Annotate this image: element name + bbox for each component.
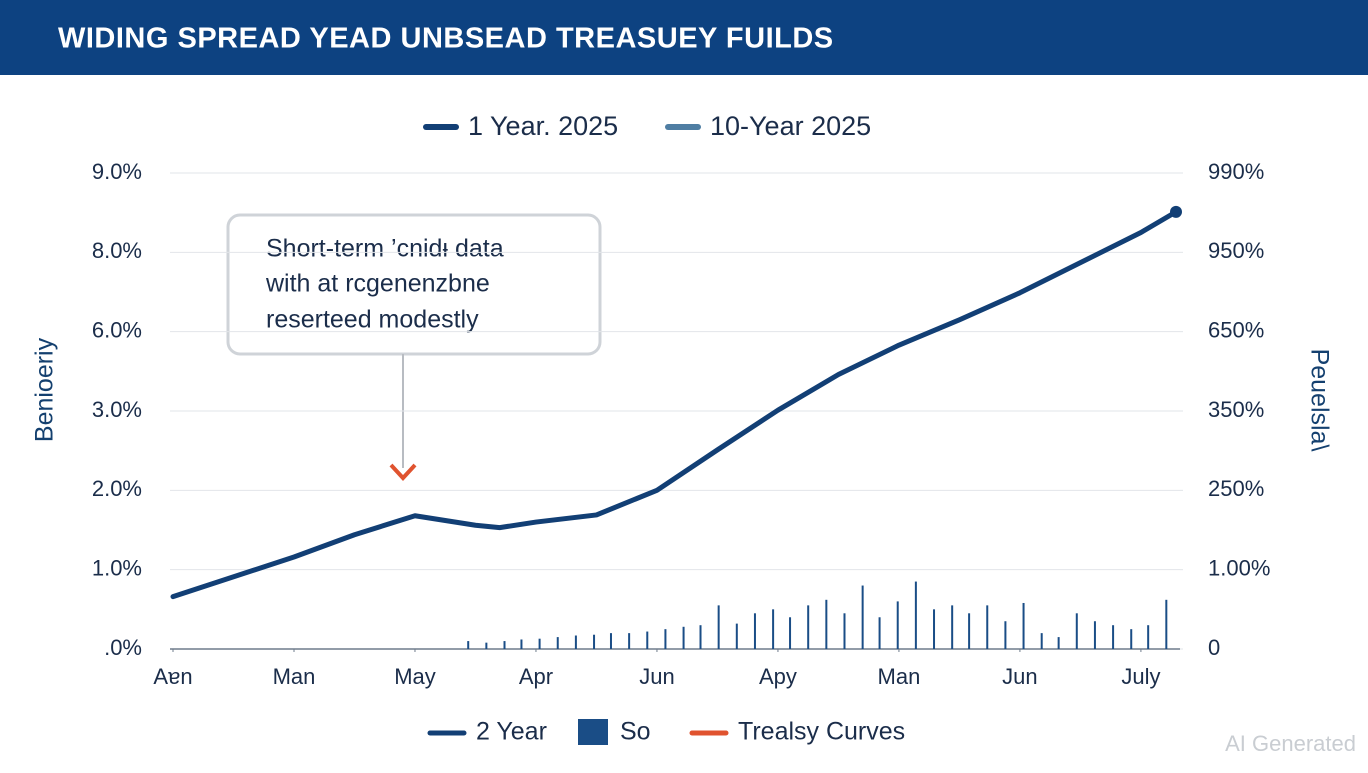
bar bbox=[861, 585, 864, 649]
title: WIDING SPREAD YEAD UNBSEAD TREASUEY FUIL… bbox=[58, 23, 834, 55]
bar bbox=[467, 641, 470, 649]
bar bbox=[1022, 602, 1025, 649]
legend-label: 1 Year. 2025 bbox=[468, 111, 618, 141]
annotation-box bbox=[226, 213, 602, 356]
bar bbox=[1165, 599, 1168, 649]
y-tick-label: 8.0% bbox=[92, 238, 142, 263]
y-axis-label: Benioeriy bbox=[31, 337, 59, 442]
legend-label: Trealsy Curves bbox=[738, 718, 905, 746]
bar bbox=[896, 601, 899, 649]
bar bbox=[1093, 621, 1096, 649]
y2-tick-label: 0 bbox=[1208, 635, 1220, 660]
bar bbox=[593, 634, 596, 649]
legend-swatch bbox=[578, 719, 608, 745]
y-tick-label: 6.0% bbox=[92, 317, 142, 342]
y-tick-label: 3.0% bbox=[92, 397, 142, 422]
line bbox=[170, 209, 1179, 600]
bar bbox=[717, 605, 720, 649]
x-tick-label: Man bbox=[878, 664, 921, 689]
bar bbox=[699, 625, 702, 649]
bar bbox=[520, 639, 523, 649]
legend-label: So bbox=[620, 718, 651, 746]
x-tick-label: May bbox=[394, 664, 436, 689]
bar bbox=[914, 581, 917, 649]
bar bbox=[753, 613, 756, 649]
bar bbox=[735, 623, 738, 649]
bar bbox=[664, 629, 667, 649]
y2-tick-label: 650% bbox=[1208, 317, 1264, 342]
y-tick-label: 2.0% bbox=[92, 476, 142, 501]
annotation-chevron bbox=[389, 463, 417, 481]
y-tick-label: .0% bbox=[104, 635, 142, 660]
bar bbox=[772, 609, 775, 649]
bar bbox=[574, 635, 577, 649]
bar bbox=[789, 617, 792, 649]
y-tick-label: 1.0% bbox=[92, 555, 142, 580]
x-tick-label: July bbox=[1121, 664, 1160, 689]
bar bbox=[646, 631, 649, 649]
bar bbox=[878, 617, 881, 649]
bar bbox=[1057, 637, 1060, 649]
x-tick-label: Apy bbox=[759, 664, 797, 689]
y2-axis-label: Peuelsla\ bbox=[1305, 349, 1333, 452]
x-tick-label: Jun bbox=[639, 664, 674, 689]
y2-tick-label: 990% bbox=[1208, 159, 1264, 184]
bar bbox=[1040, 633, 1043, 649]
x-tick-label: Apr bbox=[519, 664, 553, 689]
bar bbox=[538, 638, 541, 649]
y2-tick-label: 250% bbox=[1208, 476, 1264, 501]
bar bbox=[1130, 629, 1133, 649]
y2-tick-label: 950% bbox=[1208, 238, 1264, 263]
bar bbox=[609, 633, 612, 649]
bar bbox=[986, 605, 989, 649]
watermark: AI Generated bbox=[1225, 731, 1356, 756]
x-tick-label: Jun bbox=[1002, 664, 1037, 689]
bar bbox=[933, 609, 936, 649]
legend-label: 2 Year bbox=[476, 718, 547, 746]
bar bbox=[628, 633, 631, 649]
header-bar bbox=[0, 0, 1368, 75]
bar bbox=[503, 641, 506, 649]
bar bbox=[825, 599, 828, 649]
legend-label: 10-Year 2025 bbox=[710, 111, 871, 141]
bar bbox=[1112, 625, 1115, 649]
bar bbox=[682, 626, 685, 649]
bar bbox=[556, 637, 559, 649]
bar bbox=[1004, 621, 1007, 649]
bar bbox=[807, 605, 810, 649]
y2-tick-label: 350% bbox=[1208, 397, 1264, 422]
bar bbox=[843, 613, 846, 649]
end-point bbox=[1170, 205, 1182, 218]
y2-tick-label: 1.00% bbox=[1208, 555, 1270, 580]
annotation-line: Short-term ’cnidᵻ data bbox=[266, 235, 504, 263]
y-tick-label: 9.0% bbox=[92, 159, 142, 184]
bar bbox=[951, 605, 954, 649]
annotation-line: reserteed modestly bbox=[266, 306, 479, 334]
bar bbox=[968, 613, 971, 649]
annotation-line: with at rcgenenzbne bbox=[265, 270, 490, 298]
bar bbox=[485, 642, 488, 649]
bar bbox=[1147, 625, 1150, 649]
x-tick-label: Man bbox=[273, 664, 316, 689]
x-tick-label: Aɐn bbox=[153, 664, 192, 689]
bar bbox=[1075, 613, 1078, 649]
